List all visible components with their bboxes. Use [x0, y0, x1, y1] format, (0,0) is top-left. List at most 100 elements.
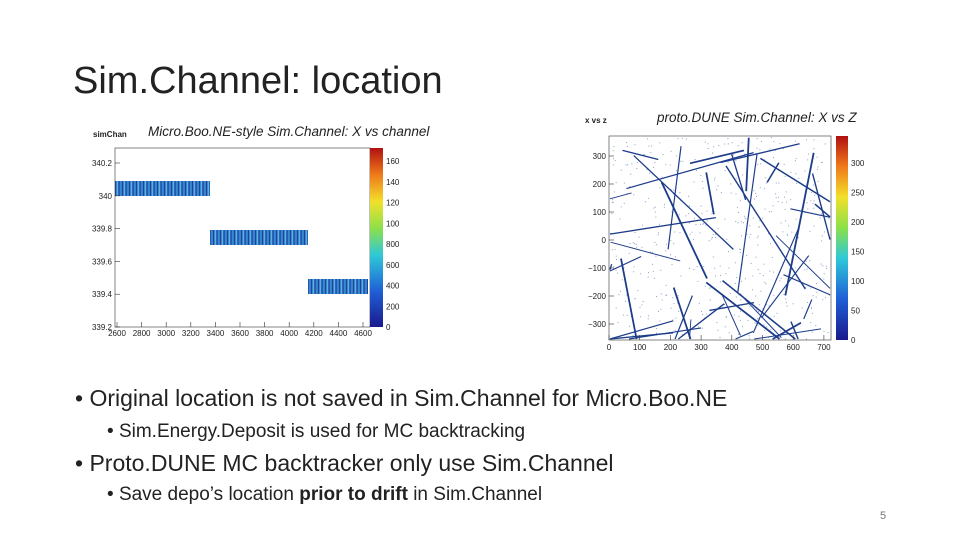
hit: [666, 294, 668, 296]
caption: proto.DUNE Sim.Channel: X vs Z: [656, 110, 857, 125]
hit: [785, 302, 787, 304]
hit: [623, 202, 625, 204]
track: [689, 149, 745, 165]
track: [705, 172, 715, 215]
x-tick-label: 2800: [133, 329, 151, 338]
hit: [778, 182, 780, 184]
hit: [689, 233, 691, 235]
hit: [764, 329, 766, 331]
hit: [784, 175, 786, 177]
hit: [775, 197, 777, 199]
hit: [679, 192, 681, 194]
y-tick-label: 339.8: [92, 225, 113, 234]
hit: [724, 143, 726, 145]
hit: [701, 213, 703, 215]
hit: [651, 145, 653, 147]
x-tick-label: 300: [694, 343, 708, 352]
colorbar-tick-label: 250: [851, 189, 865, 198]
colorbar-tick-label: 200: [851, 218, 865, 227]
hit: [628, 325, 630, 327]
hit: [655, 296, 657, 298]
hit: [709, 287, 711, 289]
hit: [783, 293, 785, 295]
hit: [693, 269, 695, 271]
track: [609, 320, 674, 340]
hit: [636, 161, 638, 163]
x-tick-label: 4400: [330, 329, 348, 338]
sub-bullet: • Save depo’s location prior to drift in…: [107, 484, 542, 505]
hit: [823, 278, 825, 280]
hit: [807, 208, 809, 210]
hit: [715, 233, 717, 235]
hit: [759, 220, 761, 222]
hit: [768, 233, 770, 235]
hit: [809, 230, 811, 232]
hit: [812, 295, 814, 297]
hit: [611, 249, 613, 251]
hit: [678, 214, 680, 216]
hit: [634, 144, 636, 146]
hit: [759, 187, 761, 189]
hit: [706, 210, 708, 212]
hit: [807, 301, 809, 303]
hit: [673, 189, 675, 191]
x-tick-label: 3800: [256, 329, 274, 338]
track: [609, 264, 613, 270]
hit: [692, 238, 694, 240]
hit: [613, 266, 615, 268]
hit: [699, 232, 701, 234]
hit: [680, 275, 682, 277]
hit: [628, 252, 630, 254]
bullet-text: Proto.DUNE MC backtracker only use Sim.C…: [89, 450, 613, 476]
hit: [770, 329, 772, 331]
hit: [739, 320, 741, 322]
heatmap-band: [308, 279, 368, 294]
hit: [737, 222, 739, 224]
hit: [755, 192, 757, 194]
hit: [811, 331, 813, 333]
hit: [813, 184, 815, 186]
hit: [665, 250, 667, 252]
hit: [665, 284, 667, 286]
hit: [712, 234, 714, 236]
hit: [734, 282, 736, 284]
hit: [810, 287, 812, 289]
hit: [760, 290, 762, 292]
hit: [786, 233, 788, 235]
hit: [757, 317, 759, 319]
hit: [737, 145, 739, 147]
hit: [755, 295, 757, 297]
hit: [639, 316, 641, 318]
hit: [785, 191, 787, 193]
hit: [775, 182, 777, 184]
hit: [669, 254, 671, 256]
hit: [788, 225, 790, 227]
hit: [758, 311, 760, 313]
hit: [626, 314, 628, 316]
hit: [765, 303, 767, 305]
hit: [812, 202, 814, 204]
hit: [714, 267, 716, 269]
track: [790, 321, 799, 340]
hit: [759, 272, 761, 274]
hit: [811, 191, 813, 193]
hit: [648, 145, 650, 147]
track: [752, 228, 799, 334]
hit: [777, 196, 779, 198]
hit: [746, 233, 748, 235]
hit: [646, 168, 648, 170]
y-tick-label: 339.4: [92, 290, 113, 299]
plot-title: x vs z: [585, 116, 607, 125]
hit: [674, 256, 676, 258]
hit: [674, 329, 676, 331]
hit: [813, 207, 815, 209]
track: [722, 280, 796, 340]
track: [775, 235, 831, 289]
y-tick-label: 339.6: [92, 257, 113, 266]
hit: [682, 160, 684, 162]
hit: [695, 170, 697, 172]
hit: [777, 201, 779, 203]
hit: [769, 270, 771, 272]
hit: [790, 171, 792, 173]
hit: [707, 148, 709, 150]
